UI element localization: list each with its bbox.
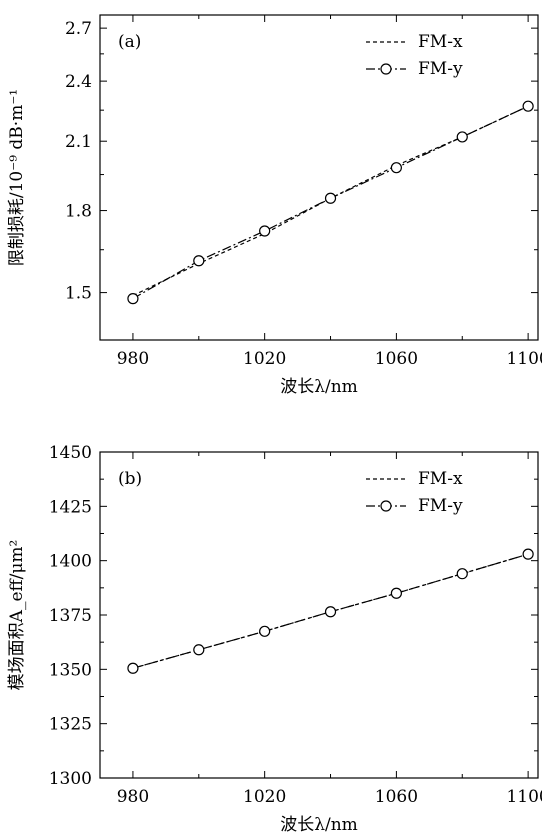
x-axis-label: 波长λ/nm bbox=[280, 377, 358, 397]
y-tick-label: 1325 bbox=[49, 715, 92, 735]
x-tick-label: 980 bbox=[117, 349, 149, 369]
y-tick-label: 1300 bbox=[49, 769, 92, 789]
panel-label: (a) bbox=[118, 32, 141, 52]
legend-entry: FM-x bbox=[418, 469, 463, 489]
data-point bbox=[193, 255, 205, 267]
panel-label: (b) bbox=[118, 469, 142, 489]
data-point bbox=[324, 192, 337, 204]
y-tick-label: 1450 bbox=[49, 443, 92, 463]
y-axis-label: 模场面积A_eff/μm² bbox=[7, 540, 27, 691]
legend-marker bbox=[380, 63, 392, 75]
x-tick-label: 1020 bbox=[243, 349, 286, 369]
data-point bbox=[324, 606, 337, 618]
legend-entry: FM-y bbox=[418, 496, 463, 516]
data-point bbox=[390, 162, 402, 174]
y-axis-label: 限制损耗/10⁻⁹ dB·m⁻¹ bbox=[7, 89, 27, 266]
legend-entry: FM-y bbox=[418, 59, 463, 79]
legend-entry: FM-x bbox=[418, 32, 463, 52]
panel-b-chart: 980 1020 1060 1100 1300 1325 1350 1375 1400 1425 1… bbox=[7, 443, 542, 835]
plot-frame bbox=[99, 14, 539, 341]
y-tick-label: 2.1 bbox=[65, 132, 92, 152]
y-tick-label: 1350 bbox=[49, 660, 92, 680]
y-tick-label: 1400 bbox=[49, 552, 92, 572]
data-point bbox=[193, 644, 205, 656]
y-tick-label: 1425 bbox=[49, 497, 92, 517]
y-tick-label: 1375 bbox=[49, 606, 92, 626]
y-tick-label: 1.5 bbox=[65, 284, 92, 304]
data-point bbox=[390, 587, 402, 599]
x-axis-label: 波长λ/nm bbox=[280, 815, 358, 835]
data-point bbox=[456, 568, 468, 580]
data-point bbox=[456, 131, 468, 143]
x-tick-label: 1100 bbox=[506, 349, 542, 369]
data-point bbox=[259, 625, 271, 637]
x-tick-label: 1060 bbox=[375, 787, 418, 807]
data-point bbox=[127, 662, 139, 674]
panel-a-chart: 980 1020 1060 1100 1.5 1.8 2.1 2.4 2.7 波长λ/nm 限制损耗… bbox=[7, 14, 542, 397]
data-point bbox=[522, 100, 534, 112]
x-tick-label: 980 bbox=[117, 787, 149, 807]
data-point bbox=[522, 548, 534, 560]
data-point bbox=[127, 293, 139, 305]
x-tick-label: 1060 bbox=[375, 349, 418, 369]
data-point bbox=[259, 225, 271, 237]
legend-marker bbox=[380, 500, 392, 512]
y-tick-label: 1.8 bbox=[65, 202, 92, 222]
x-tick-label: 1100 bbox=[506, 787, 542, 807]
y-tick-label: 2.7 bbox=[65, 19, 92, 39]
x-tick-label: 1020 bbox=[243, 787, 286, 807]
y-tick-label: 2.4 bbox=[65, 72, 92, 92]
